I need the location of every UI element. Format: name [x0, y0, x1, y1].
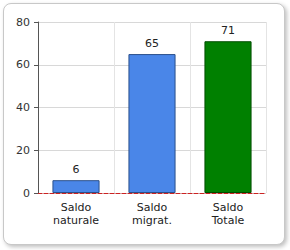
svg-text:6: 6 [73, 163, 80, 176]
svg-text:Totale: Totale [211, 214, 245, 227]
svg-text:0: 0 [23, 187, 30, 200]
svg-text:71: 71 [221, 24, 235, 37]
svg-text:Saldo: Saldo [137, 201, 168, 214]
svg-text:migrat.: migrat. [132, 214, 172, 227]
svg-text:Saldo: Saldo [213, 201, 244, 214]
svg-text:20: 20 [16, 144, 30, 157]
svg-text:65: 65 [145, 37, 159, 50]
svg-text:60: 60 [16, 58, 30, 71]
svg-text:naturale: naturale [53, 214, 99, 227]
svg-text:Saldo: Saldo [61, 201, 92, 214]
svg-text:40: 40 [16, 101, 30, 114]
svg-text:80: 80 [16, 16, 30, 29]
